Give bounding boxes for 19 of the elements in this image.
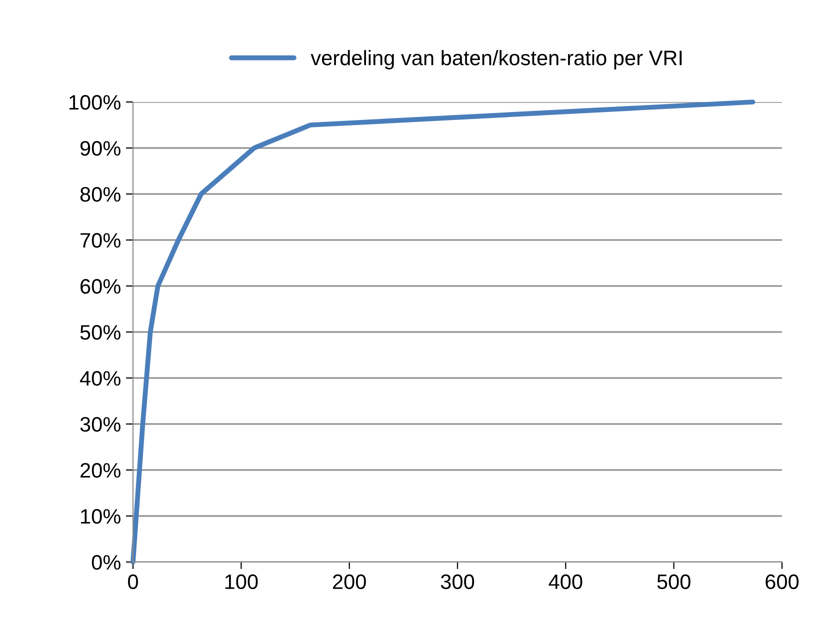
y-tick-label: 90% xyxy=(80,141,120,156)
x-tick-label: 200 xyxy=(333,574,366,590)
x-tick-label: 400 xyxy=(548,574,582,590)
x-tick-label: 300 xyxy=(440,574,474,590)
y-tick-label: 30% xyxy=(80,417,120,432)
x-tick-label: 100 xyxy=(225,574,258,590)
y-tick-label: 70% xyxy=(80,233,120,248)
y-tick-label: 100% xyxy=(70,95,120,110)
legend-label: verdeling van baten/kosten-ratio per VRI xyxy=(310,50,682,70)
y-tick-label: 0% xyxy=(92,555,120,570)
y-tick-label: 80% xyxy=(80,187,120,202)
x-tick-label: 600 xyxy=(766,574,799,590)
y-tick-label: 20% xyxy=(80,463,120,478)
x-tick-label: 0 xyxy=(128,574,138,590)
y-tick-label: 50% xyxy=(80,325,120,340)
y-tick-label: 10% xyxy=(81,509,120,524)
x-tick-label: 500 xyxy=(657,574,690,590)
y-tick-label: 40% xyxy=(80,371,120,386)
y-tick-label: 60% xyxy=(80,279,120,294)
